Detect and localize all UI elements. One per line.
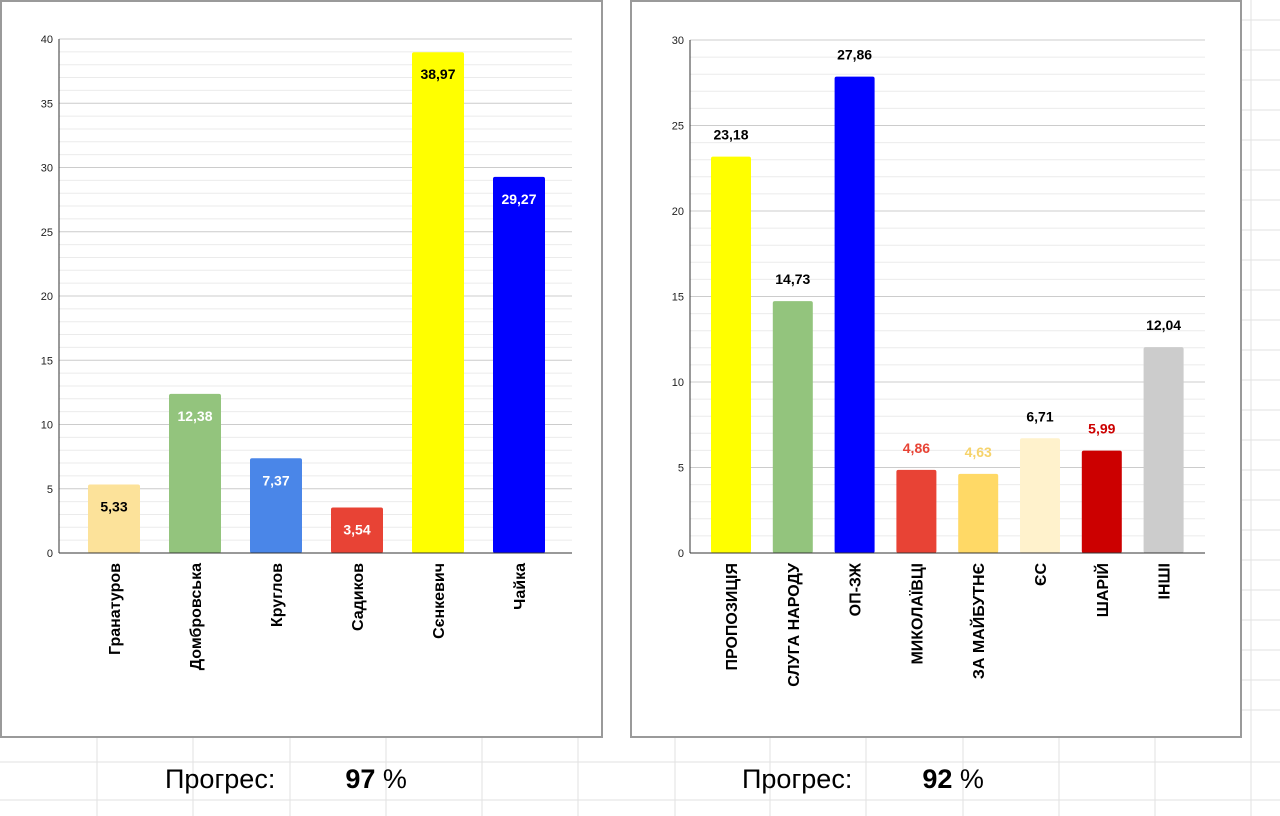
x-category-label: Чайка <box>512 563 529 610</box>
y-tick-label: 25 <box>672 121 684 133</box>
progress-label: Прогрес: <box>742 764 853 794</box>
y-tick-label: 20 <box>41 291 53 303</box>
x-category-label: ОП-ЗЖ <box>848 562 865 616</box>
bar-Круглов <box>250 458 302 553</box>
y-tick-label: 10 <box>41 420 53 432</box>
y-tick-label: 40 <box>41 34 53 46</box>
bar-Садиков <box>331 507 383 553</box>
x-category-label: ЄС <box>1033 563 1050 586</box>
data-label: 3,54 <box>343 522 370 538</box>
bar-Домбровська <box>169 393 221 553</box>
data-label: 14,73 <box>775 271 810 287</box>
x-category-label: Садиков <box>350 563 367 631</box>
progress-label: Прогрес: <box>165 764 276 794</box>
data-label: 12,38 <box>177 408 212 424</box>
bar-ПРОПОЗИЦІЯ <box>711 156 751 553</box>
bar-ЗА МАЙБУТНЄ <box>958 473 999 553</box>
bar-СЛУГА НАРОДУ <box>772 301 813 553</box>
progress-value: 92 <box>922 764 953 794</box>
data-label: 5,99 <box>1088 421 1115 437</box>
bar-Гранатуров <box>88 484 140 553</box>
x-category-label: Домбровська <box>188 563 205 670</box>
x-category-label: СЛУГА НАРОДУ <box>786 562 803 687</box>
progress-value: 97 <box>345 764 376 794</box>
progress-left: Прогрес: 97 % <box>165 764 407 795</box>
progress-right: Прогрес: 92 % <box>742 764 984 795</box>
bar-Сєнкевич <box>412 52 464 553</box>
y-tick-label: 5 <box>47 484 53 496</box>
bar-Чайка <box>493 176 545 553</box>
y-tick-label: 30 <box>41 163 53 175</box>
y-tick-label: 5 <box>678 463 684 475</box>
data-label: 23,18 <box>713 127 748 143</box>
x-category-label: Сєнкевич <box>431 563 448 639</box>
progress-unit: % <box>382 764 407 794</box>
y-tick-label: 30 <box>672 35 684 47</box>
chart-panel-parties[interactable]: 0 5 10 15 20 25 30 23,18 ПРОПОЗИЦІЯ 14,73 СЛУГА НА… <box>630 0 1242 738</box>
x-category-label: ШАРІЙ <box>1093 563 1112 617</box>
y-tick-label: 0 <box>678 548 684 560</box>
y-tick-label: 25 <box>41 227 53 239</box>
bar-ШАРІЙ <box>1081 450 1122 553</box>
data-label: 5,33 <box>100 499 127 515</box>
y-tick-label: 35 <box>41 98 53 110</box>
x-category-label: ІНШІ <box>1157 563 1174 600</box>
x-category-label: Гранатуров <box>107 563 124 655</box>
bar-ЄС <box>1020 438 1060 553</box>
y-tick-label: 15 <box>41 355 53 367</box>
y-tick-label: 10 <box>672 377 684 389</box>
chart-panel-candidates[interactable]: 0 5 10 15 20 25 30 35 40 5,33 Гранатуров 12,38 Домбр… <box>0 0 603 738</box>
bar-chart-parties: 0 5 10 15 20 25 30 23,18 ПРОПОЗИЦІЯ 14,73 СЛУГА НА… <box>672 35 1205 687</box>
x-category-label: Круглов <box>269 563 286 627</box>
y-tick-label: 20 <box>672 206 684 218</box>
data-label: 4,86 <box>903 440 930 456</box>
bar-ІНШІ <box>1143 347 1184 553</box>
y-tick-label: 15 <box>672 292 684 304</box>
bar-МИКОЛАЇВЦІ <box>896 469 937 553</box>
bar-ОП-ЗЖ <box>834 76 875 554</box>
progress-unit: % <box>959 764 984 794</box>
bar-chart-candidates: 0 5 10 15 20 25 30 35 40 5,33 Гранатуров 12,38 Домбр… <box>41 34 572 670</box>
data-label: 12,04 <box>1146 317 1181 333</box>
x-category-label: МИКОЛАЇВЦІ <box>908 563 926 665</box>
y-tick-label: 0 <box>47 548 53 560</box>
data-label: 27,86 <box>837 47 872 63</box>
data-label: 7,37 <box>262 472 289 488</box>
data-label: 29,27 <box>501 191 536 207</box>
x-category-label: ЗА МАЙБУТНЄ <box>969 563 988 679</box>
x-category-label: ПРОПОЗИЦІЯ <box>724 563 741 671</box>
data-label: 4,63 <box>965 444 992 460</box>
data-label: 6,71 <box>1026 408 1053 424</box>
data-label: 38,97 <box>420 66 455 82</box>
